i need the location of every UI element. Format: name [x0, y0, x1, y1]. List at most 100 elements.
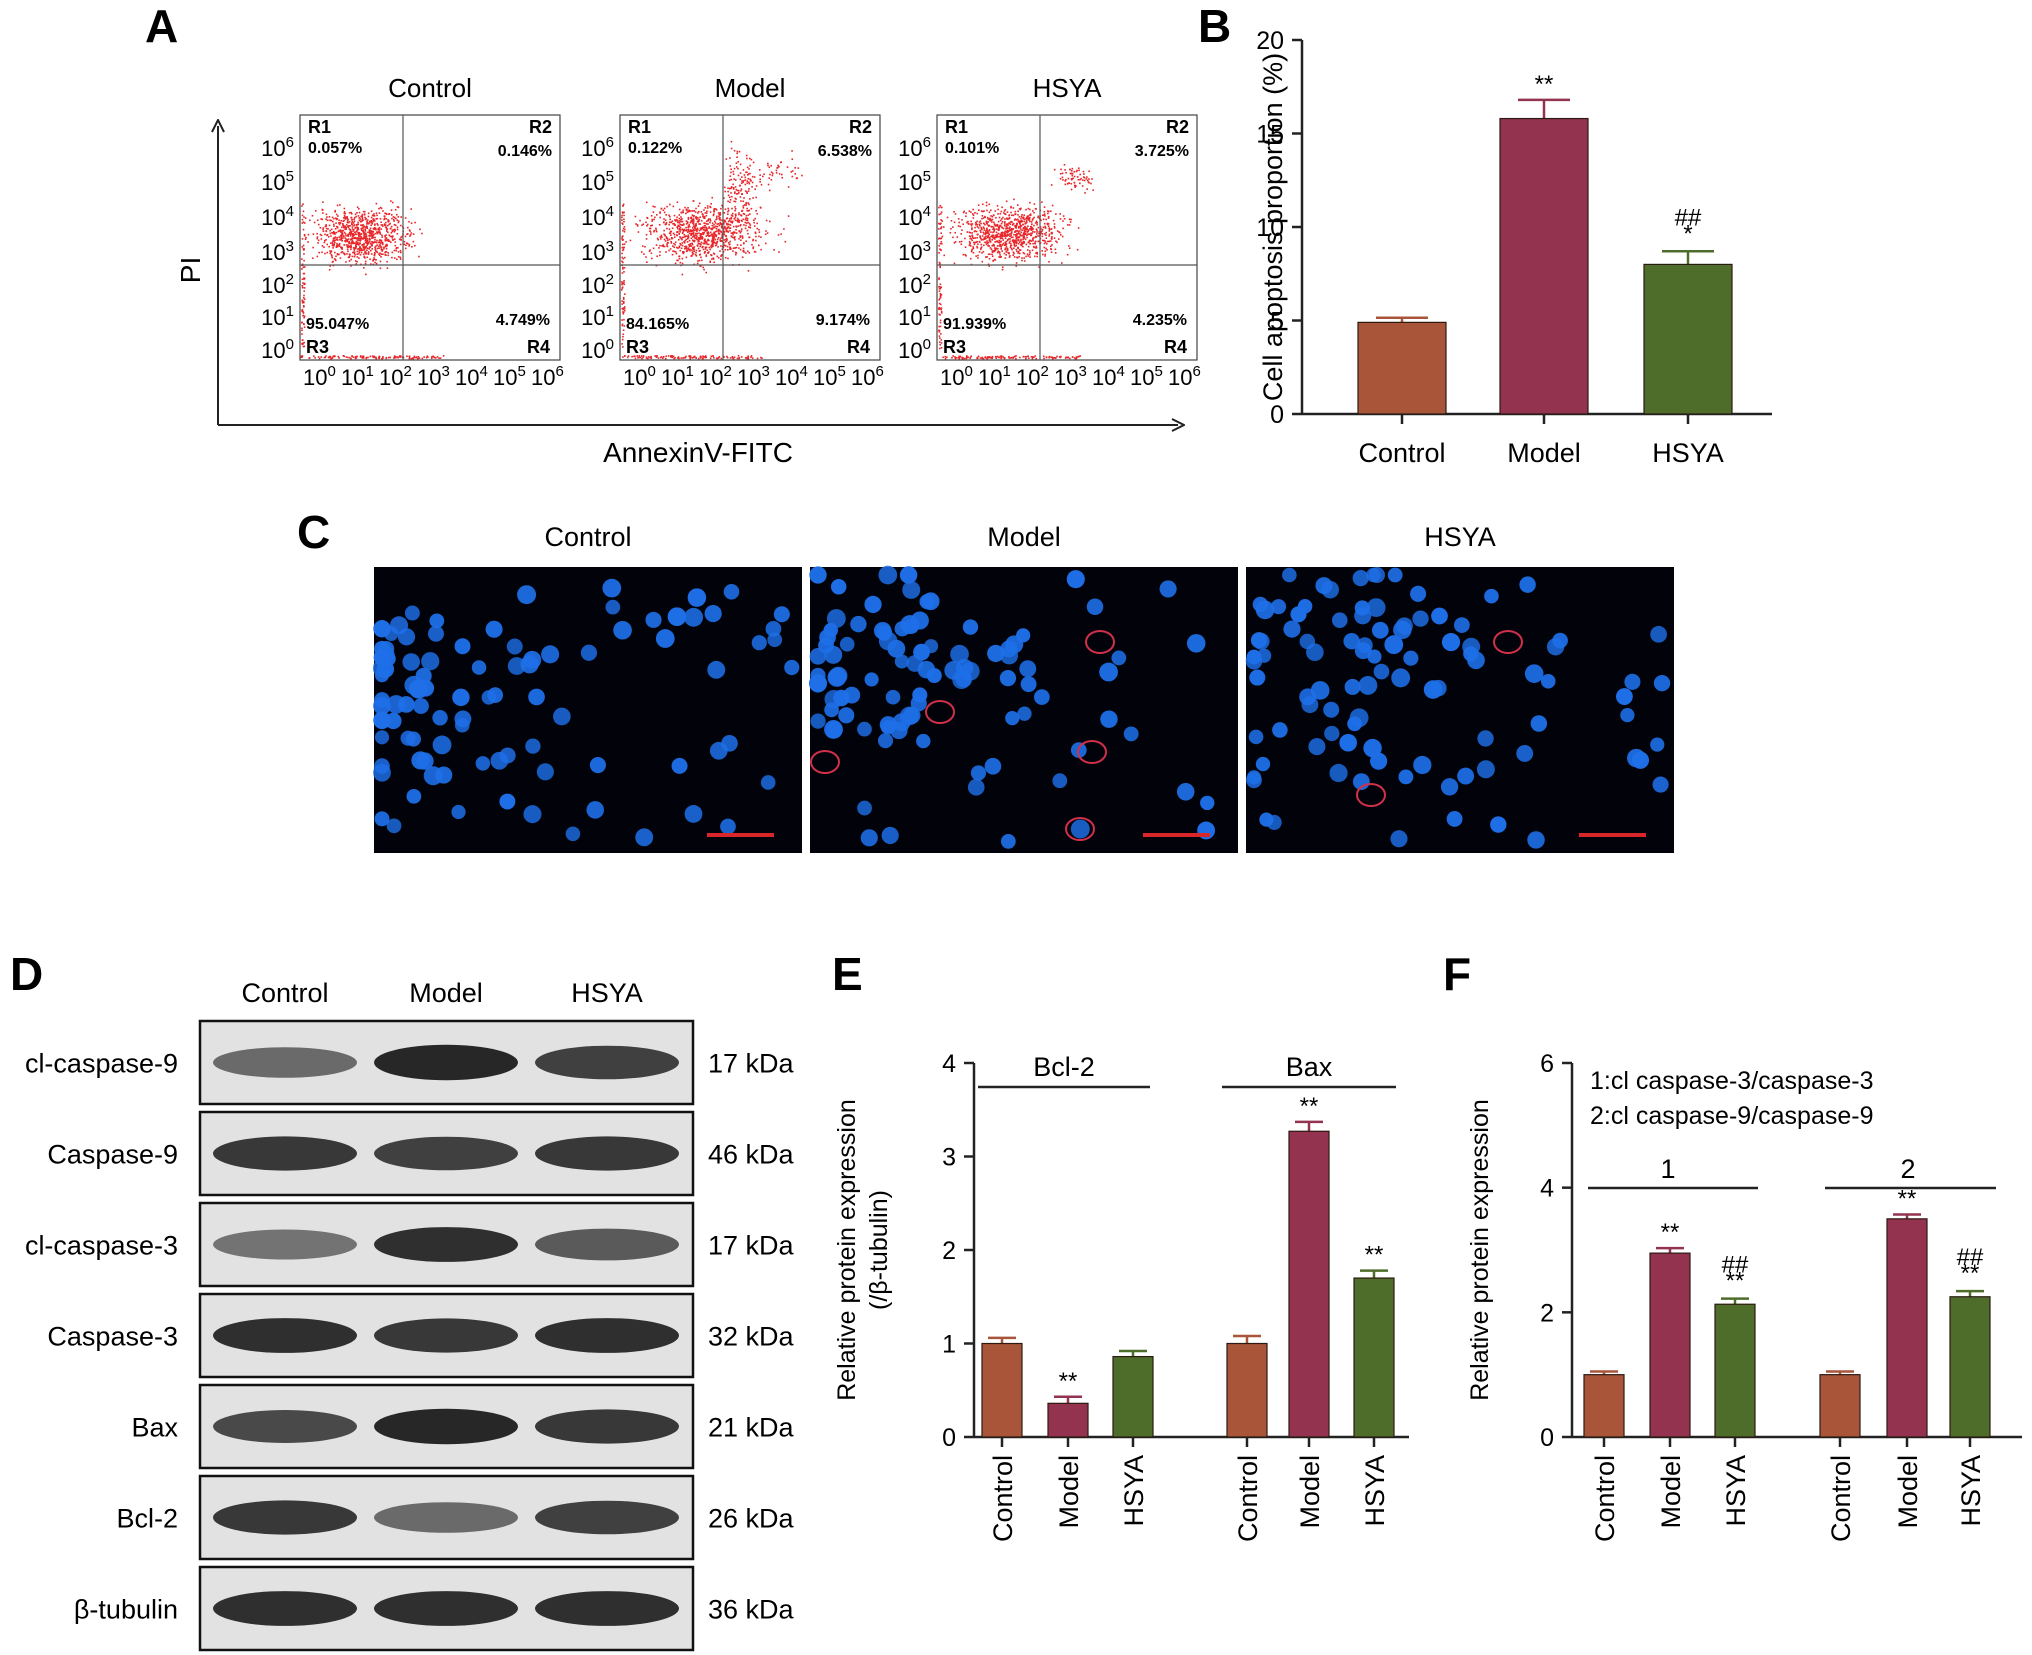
nucleus: [373, 711, 391, 729]
flow-dot: [707, 234, 709, 236]
flow-dot: [729, 165, 732, 167]
flow-dot: [940, 242, 943, 245]
flow-dot: [733, 178, 735, 180]
flow-dot: [366, 223, 368, 225]
flow-dot: [730, 248, 732, 250]
flow-dot: [742, 247, 745, 250]
flow-dot: [1041, 201, 1043, 203]
flow-dot: [717, 356, 720, 359]
flow-dot: [329, 356, 332, 358]
nucleus: [1070, 819, 1090, 839]
flow-dot: [676, 226, 678, 228]
flow-dot: [343, 212, 346, 215]
flow-dot: [1067, 182, 1070, 185]
flow-dot: [716, 225, 719, 228]
flow-dot: [700, 228, 702, 231]
flow-dot: [713, 232, 716, 235]
flow-dot: [940, 219, 942, 221]
flow-dot: [369, 249, 372, 252]
flow-dot: [1023, 242, 1025, 244]
flow-dot: [727, 213, 729, 215]
flow-dot: [995, 216, 997, 219]
flow-dot: [708, 227, 710, 230]
flow-dot: [348, 211, 351, 214]
flow-dot: [666, 245, 669, 248]
flow-dot: [317, 223, 320, 226]
flow-dot: [361, 244, 363, 246]
flow-dot: [1017, 236, 1019, 238]
flow-dot: [1079, 173, 1082, 176]
flow-dot: [713, 253, 716, 255]
nucleus: [720, 818, 736, 835]
flow-dot: [1005, 230, 1007, 233]
flow-dot: [1021, 229, 1023, 232]
flow-dot: [1085, 178, 1088, 180]
flow-dot: [938, 335, 941, 337]
flow-dot: [972, 214, 975, 216]
flow-dot: [1031, 223, 1033, 225]
flow-dot: [678, 220, 680, 222]
flow-dot: [684, 229, 687, 232]
flow-dot: [368, 238, 371, 241]
flow-dot: [681, 236, 684, 239]
nucleus: [1516, 745, 1534, 762]
flow-dot: [1007, 218, 1010, 220]
flow-dot: [383, 246, 385, 249]
flow-dot: [727, 200, 729, 203]
flow-dot: [686, 209, 688, 211]
flow-dot: [940, 346, 943, 349]
flow-dot: [337, 244, 340, 246]
group-label-1: 1: [1660, 1154, 1675, 1184]
flow-dot: [303, 234, 306, 237]
protein-band: [374, 1591, 518, 1626]
flow-dot: [1052, 219, 1055, 222]
flow-dot: [333, 232, 335, 235]
flow-dot: [736, 217, 739, 220]
nucleus: [1457, 767, 1475, 785]
flow-dot: [383, 217, 386, 220]
flow-dot: [397, 251, 400, 253]
flow-dot: [343, 355, 345, 358]
flow-dot: [1003, 235, 1005, 237]
protein-band: [374, 1044, 518, 1081]
x-tick-label: Model: [1507, 438, 1581, 468]
flow-dot: [681, 238, 683, 241]
flow-dot: [696, 230, 698, 232]
flow-dot: [359, 218, 362, 220]
flow-dot: [1041, 232, 1044, 235]
flow-dot: [350, 265, 352, 267]
flow-dot: [738, 213, 740, 216]
flow-dot: [723, 232, 725, 234]
flow-dot: [1032, 239, 1034, 242]
flow-dot: [365, 356, 368, 359]
flow-dot: [950, 227, 952, 230]
flow-dot: [1006, 218, 1009, 220]
nucleus: [921, 592, 940, 611]
flow-dot: [622, 329, 625, 331]
flow-dot: [682, 252, 685, 255]
flow-dot: [677, 238, 680, 241]
flow-dot: [998, 229, 1000, 232]
flow-y-tick: 101: [581, 303, 614, 330]
flow-dot: [343, 244, 346, 246]
flow-dot: [1028, 250, 1031, 252]
flow-dot: [637, 357, 639, 359]
y-tick-label: 1: [942, 1331, 956, 1359]
flow-dot: [998, 356, 1000, 359]
flow-dot: [348, 246, 351, 248]
flow-dot: [668, 238, 671, 241]
flow-dot: [1029, 201, 1031, 204]
nucleus: [1339, 733, 1357, 752]
flow-dot: [1078, 169, 1080, 172]
flow-dot: [677, 259, 679, 262]
flow-dot: [738, 230, 741, 232]
flow-dot: [1013, 198, 1015, 201]
flow-dot: [752, 161, 755, 164]
flow-dot: [335, 222, 337, 224]
flow-dot: [350, 231, 353, 233]
bar: [1499, 117, 1589, 415]
flow-dot: [1034, 255, 1036, 258]
flow-dot: [709, 206, 712, 209]
flow-dot: [682, 357, 684, 359]
flow-dot: [1016, 224, 1018, 226]
